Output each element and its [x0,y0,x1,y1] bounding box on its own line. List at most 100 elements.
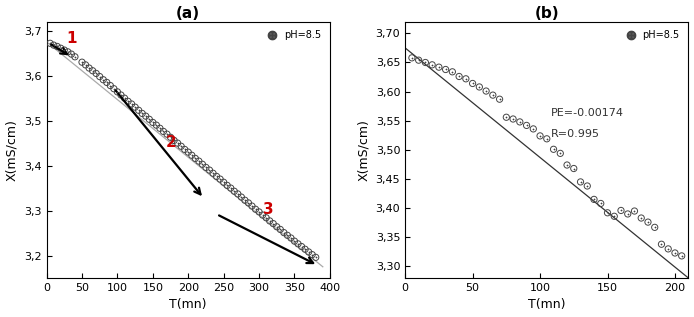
Point [310,255,321,260]
Point [480,88,491,94]
Point [48,42,59,48]
Point [98,77,109,82]
Point [289,239,300,244]
Point [158,129,169,134]
Legend: pH=8.5: pH=8.5 [617,27,684,44]
Point [649,225,660,230]
Title: (b): (b) [534,6,559,21]
Point [534,133,545,139]
Point [257,212,268,217]
Title: (a): (a) [176,6,201,21]
Point [296,244,307,249]
Point [239,198,251,203]
Point [211,174,222,179]
Point [87,68,98,73]
Point [278,230,289,235]
Point [232,191,244,197]
Point [447,69,458,74]
Point [285,236,296,241]
Point [108,86,119,91]
Point [158,129,169,134]
Point [83,66,94,71]
Point [176,144,187,149]
Point [83,66,94,71]
Point [296,244,307,249]
Point [246,204,257,209]
Text: PE=-0.00174: PE=-0.00174 [551,108,624,118]
Point [250,207,261,212]
Point [555,151,566,156]
Point [176,144,187,149]
Point [534,133,545,139]
Point [460,76,471,81]
Point [44,41,56,46]
Point [243,200,254,205]
Point [59,48,70,53]
Point [616,208,627,213]
Point [602,210,613,215]
Point [413,58,424,63]
Point [407,55,418,60]
Point [147,120,158,125]
Text: 2: 2 [166,135,176,150]
Point [582,184,593,189]
Point [507,116,518,121]
Point [130,105,141,110]
Point [44,41,56,46]
Point [165,135,176,140]
Point [112,89,123,94]
Point [282,233,293,238]
Point [76,60,87,65]
Point [303,249,314,255]
Point [221,183,232,188]
Point [480,88,491,94]
Point [69,54,81,59]
Point [264,218,276,223]
Point [663,246,674,251]
Y-axis label: X(mS/cm): X(mS/cm) [357,119,370,181]
Point [169,138,180,143]
Point [676,253,687,258]
Point [66,52,77,57]
Text: 1: 1 [67,31,77,47]
Point [595,201,607,206]
Point [122,99,133,104]
Point [575,179,586,184]
Point [275,227,286,232]
Point [105,83,116,88]
Point [189,156,201,161]
Point [101,80,112,85]
Point [105,83,116,88]
Point [133,108,144,113]
Point [66,52,77,57]
Point [623,211,634,217]
Point [487,93,498,98]
Point [643,220,654,225]
Point [51,44,62,49]
Point [447,69,458,74]
Legend: pH=8.5: pH=8.5 [259,27,325,44]
Point [474,84,485,89]
Point [204,168,215,173]
Point [527,126,539,132]
Point [51,44,62,49]
Point [307,252,318,257]
Point [91,71,102,76]
Point [253,210,264,215]
Point [154,126,165,131]
Point [98,77,109,82]
Point [275,227,286,232]
Point [541,136,552,141]
Point [636,216,647,221]
Point [494,97,505,102]
Point [80,62,91,68]
Point [602,210,613,215]
Point [236,195,247,200]
Point [208,171,219,176]
Point [467,81,478,86]
Point [119,96,130,101]
Point [589,197,600,202]
Point [108,86,119,91]
Point [144,117,155,122]
Point [636,216,647,221]
